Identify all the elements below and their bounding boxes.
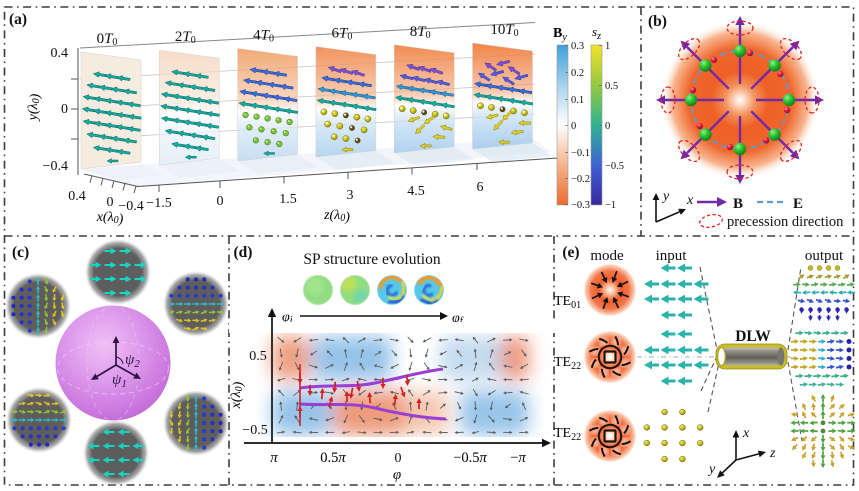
svg-text:0.1: 0.1 xyxy=(571,95,584,106)
svg-text:0: 0 xyxy=(395,451,402,466)
svg-text:(d): (d) xyxy=(234,244,253,261)
svg-text:φf: φf xyxy=(452,311,464,327)
svg-text:−0.3: −0.3 xyxy=(571,200,590,211)
svg-text:0: 0 xyxy=(605,121,610,132)
svg-text:precession direction: precession direction xyxy=(727,214,844,230)
svg-text:8T0: 8T0 xyxy=(410,24,431,41)
svg-text:y: y xyxy=(661,189,670,204)
svg-text:TE22: TE22 xyxy=(554,426,581,443)
svg-text:−0.4: −0.4 xyxy=(43,159,68,174)
svg-text:0.4: 0.4 xyxy=(51,46,69,61)
svg-text:0.5: 0.5 xyxy=(249,349,267,364)
svg-text:0.5: 0.5 xyxy=(605,81,618,92)
svg-text:mode: mode xyxy=(590,248,624,264)
svg-text:−1: −1 xyxy=(605,200,616,211)
svg-text:4.5: 4.5 xyxy=(407,184,425,199)
svg-text:−0.2: −0.2 xyxy=(571,174,590,185)
svg-text:x(λ0): x(λ0) xyxy=(229,381,246,409)
svg-text:(e): (e) xyxy=(562,244,579,261)
svg-text:1: 1 xyxy=(605,41,610,52)
svg-text:output: output xyxy=(805,248,844,264)
svg-text:φ: φ xyxy=(393,467,401,483)
svg-text:TE01: TE01 xyxy=(554,294,581,311)
svg-text:0T0: 0T0 xyxy=(97,31,118,48)
svg-text:π: π xyxy=(270,450,278,466)
svg-text:x: x xyxy=(686,193,694,208)
svg-text:0: 0 xyxy=(61,102,68,117)
svg-text:−0.1: −0.1 xyxy=(571,148,590,159)
svg-text:(c): (c) xyxy=(12,244,29,261)
svg-text:3: 3 xyxy=(347,188,354,203)
svg-text:1.5: 1.5 xyxy=(279,192,297,207)
svg-text:−0.4: −0.4 xyxy=(118,199,143,214)
svg-text:z(λ0): z(λ0) xyxy=(323,208,350,225)
svg-text:y(λ0): y(λ0) xyxy=(26,93,43,122)
svg-text:input: input xyxy=(656,248,688,264)
svg-text:0: 0 xyxy=(217,194,224,209)
svg-text:sz: sz xyxy=(592,24,601,42)
svg-text:−1.5: −1.5 xyxy=(146,196,171,211)
svg-text:By: By xyxy=(553,26,567,43)
svg-text:6: 6 xyxy=(477,180,484,195)
svg-text:6T0: 6T0 xyxy=(331,26,352,43)
svg-text:4T0: 4T0 xyxy=(253,27,274,44)
svg-text:y: y xyxy=(707,462,716,477)
svg-text:0: 0 xyxy=(571,121,576,132)
svg-text:x: x xyxy=(742,426,750,441)
svg-text:TE22: TE22 xyxy=(554,355,581,372)
svg-text:−0.5: −0.5 xyxy=(605,161,624,172)
svg-text:E: E xyxy=(793,196,803,212)
svg-text:−0.5: −0.5 xyxy=(242,423,267,438)
svg-text:−0.5π: −0.5π xyxy=(453,450,487,466)
svg-text:z: z xyxy=(769,446,776,461)
svg-text:0.5π: 0.5π xyxy=(320,450,346,466)
svg-text:2T0: 2T0 xyxy=(175,29,196,46)
svg-text:0.3: 0.3 xyxy=(571,41,584,52)
svg-text:(a): (a) xyxy=(9,11,27,28)
svg-text:B: B xyxy=(733,196,743,212)
svg-text:φi: φi xyxy=(282,310,293,326)
svg-text:SP structure evolution: SP structure evolution xyxy=(303,251,440,268)
svg-text:0: 0 xyxy=(107,195,114,210)
svg-text:0.4: 0.4 xyxy=(68,189,86,204)
svg-text:(b): (b) xyxy=(648,13,667,30)
svg-text:x(λ0): x(λ0) xyxy=(96,210,124,227)
svg-text:−π: −π xyxy=(510,450,526,466)
svg-text:0.2: 0.2 xyxy=(571,68,584,79)
svg-text:DLW: DLW xyxy=(735,328,771,345)
svg-text:10T0: 10T0 xyxy=(490,22,518,39)
